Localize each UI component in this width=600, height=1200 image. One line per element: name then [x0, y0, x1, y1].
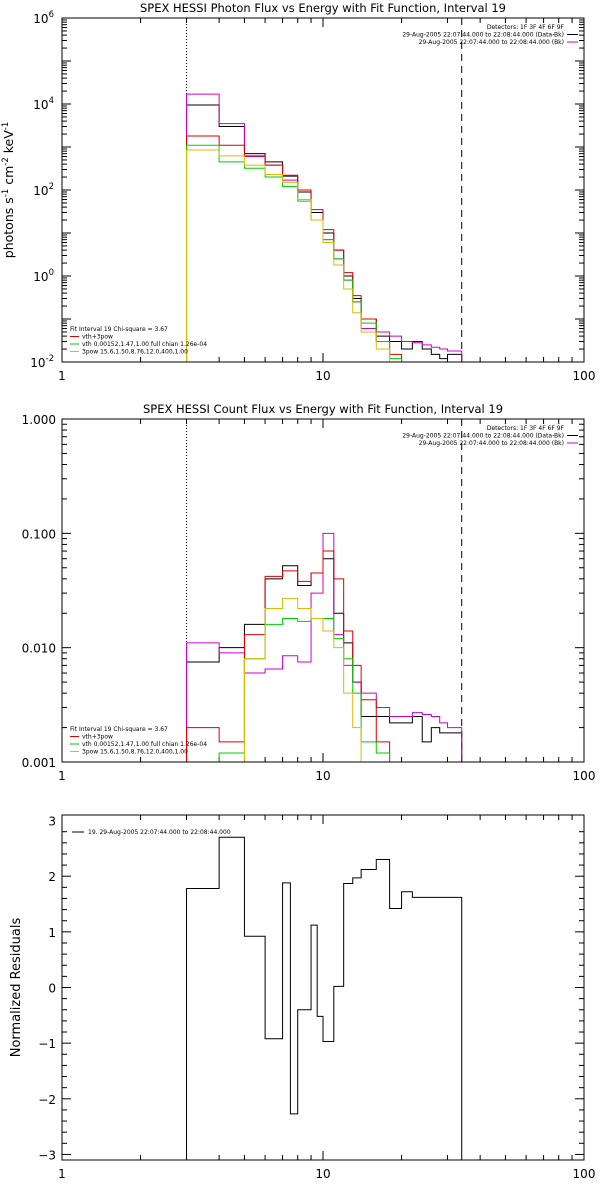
- chart-title: SPEX HESSI Photon Flux vs Energy with Fi…: [140, 1, 506, 15]
- chart-panel-2: SPEX HESSI Count Flux vs Energy with Fit…: [22, 402, 596, 783]
- x-tick-label: 10: [315, 769, 330, 783]
- legend-left-header: Fit Interval 19 Chi-square = 3.67: [70, 726, 168, 733]
- legend-left-header: Fit Interval 19 Chi-square = 3.67: [70, 326, 168, 333]
- x-tick-label: 100: [573, 1167, 596, 1181]
- legend-right-entry: Detectors: 1F 3F 4F 6F 9F: [487, 425, 565, 432]
- x-tick-label: 100: [573, 369, 596, 383]
- x-tick-label: 1: [58, 369, 66, 383]
- chart-panel-3: 1 10 100 −3 −2 −1 0 1 2 3 Normalized Residuals 19. …: [9, 814, 596, 1181]
- x-tick-label: 10: [315, 369, 330, 383]
- y-tick-label: −3: [38, 1148, 56, 1162]
- y-tick-base: 10: [33, 98, 48, 112]
- chart-title: SPEX HESSI Count Flux vs Energy with Fit…: [143, 402, 503, 416]
- y-tick-label: 102: [33, 182, 54, 198]
- y-axis-label-text: photons s: [1, 197, 16, 258]
- y-tick-label: 1: [48, 926, 56, 940]
- chart-panel-1: SPEX HESSI Photon Flux vs Energy with Fi…: [1, 1, 595, 383]
- legend-right-entry: 29-Aug-2005 22:07:44.000 to 22:08:44.000…: [402, 32, 564, 39]
- y-tick-label: 106: [33, 10, 54, 26]
- legend-left-entry: 3pow 15.6,1.50,8.76,12.0,400,1.00: [82, 749, 188, 756]
- legend-right-entry: 29-Aug-2005 22:07:44.000 to 22:08:44.000…: [419, 39, 564, 46]
- y-tick-label: −1: [38, 1037, 56, 1051]
- legend-right-entry: 29-Aug-2005 22:07:44.000 to 22:08:44.000…: [402, 433, 564, 440]
- y-tick-exponent: 0: [49, 268, 54, 278]
- series-group: [186, 93, 463, 362]
- y-tick-base: 10: [33, 270, 48, 284]
- legend-right-entry: Detectors: 1F 3F 4F 6F 9F: [487, 24, 565, 31]
- y-tick-base: 10: [33, 12, 48, 26]
- legend-right-entry: 29-Aug-2005 22:07:44.000 to 22:08:44.000…: [419, 440, 564, 447]
- y-tick-label: 0.010: [22, 642, 56, 656]
- y-axis-label-exponent: -1: [1, 189, 11, 197]
- y-tick-base: 10: [33, 184, 48, 198]
- y-tick-exponent: 2: [49, 182, 54, 192]
- y-tick-label: 3: [48, 815, 56, 829]
- x-tick-label: 100: [573, 769, 596, 783]
- x-tick-label: 1: [58, 769, 66, 783]
- plot-frame: [61, 418, 585, 763]
- y-tick-label: 2: [48, 870, 56, 884]
- legend-left-entry: 3pow 15.6,1.50,8.76,12.0,400,1.00: [82, 349, 188, 356]
- y-tick-label: 0.001: [22, 756, 56, 770]
- y-tick-exponent: 6: [49, 10, 54, 20]
- legend-left-entry: vth 0.00152,1.47,1.00 full chian 1.26e-0…: [82, 341, 207, 348]
- series-line-1: [186, 836, 463, 1160]
- legend-left-entry: vth+3pow: [82, 734, 113, 741]
- y-axis-label: photons s-1 cm-2 keV-1: [1, 122, 16, 258]
- y-tick-exponent: 4: [49, 96, 54, 106]
- x-tick-label: 10: [315, 1167, 330, 1181]
- plot-frame: [61, 814, 585, 1161]
- plot-frame: [61, 17, 585, 363]
- series-line-2: [186, 93, 463, 362]
- y-axis-label-text: keV: [1, 130, 16, 157]
- y-tick-base: 10: [30, 356, 45, 370]
- series-line-1: [186, 104, 463, 362]
- y-axis-label-exponent: -2: [1, 157, 11, 165]
- y-tick-label: 0: [48, 982, 56, 996]
- y-tick-label: 10-2: [30, 354, 54, 370]
- legend-left-entry: vth+3pow: [82, 334, 113, 341]
- series-line-5: [186, 149, 402, 362]
- y-axis-label: Normalized Residuals: [9, 918, 24, 1058]
- residual-legend-label: 19. 29-Aug-2005 22:07:44.000 to 22:08:44…: [88, 829, 231, 836]
- legend-left-entry: vth 0.00152,1.47,1.00 full chian 1.26e-0…: [82, 741, 207, 748]
- y-tick-label: 100: [33, 268, 54, 284]
- x-tick-label: 1: [58, 1167, 66, 1181]
- y-tick-label: 104: [33, 96, 54, 112]
- y-tick-exponent: -2: [46, 354, 54, 364]
- series-line-4: [186, 144, 403, 362]
- series-line-5: [186, 597, 390, 762]
- y-tick-label: 0.100: [22, 527, 56, 541]
- series-group: [186, 836, 463, 1160]
- y-tick-label: 1.000: [22, 413, 56, 427]
- y-axis-label-text: cm: [1, 166, 16, 189]
- y-tick-label: −2: [38, 1093, 56, 1107]
- y-axis-label-exponent: -1: [1, 122, 11, 130]
- series-line-1: [186, 558, 463, 762]
- series-group: [186, 532, 463, 762]
